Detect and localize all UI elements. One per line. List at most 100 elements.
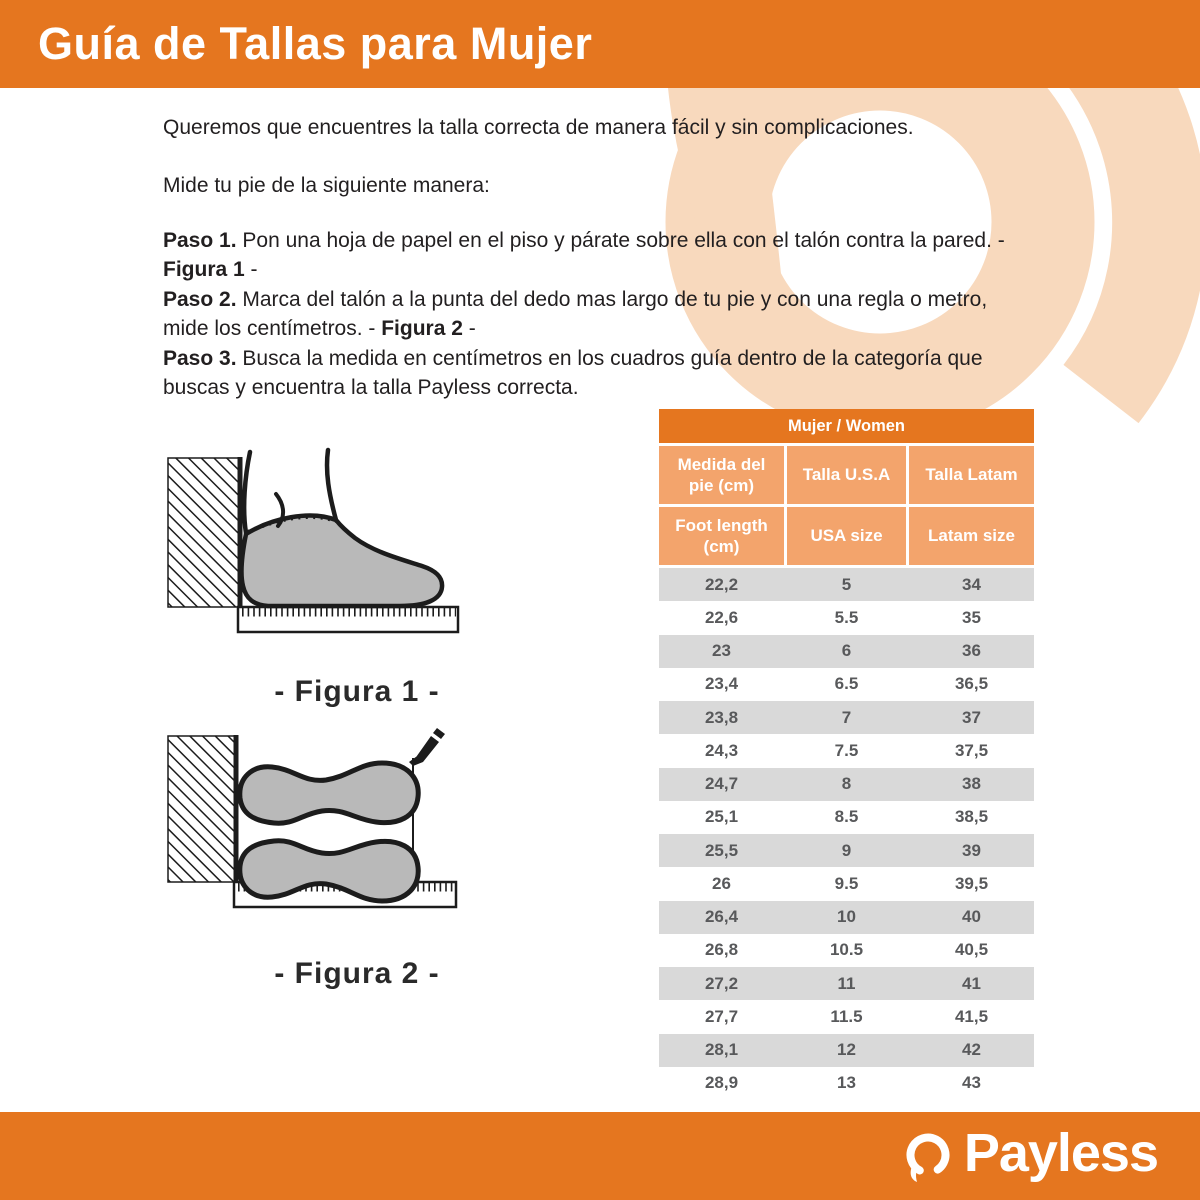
figure1-illustration [167,447,460,634]
table-cell: 36 [962,641,981,661]
table-title: Mujer / Women [659,409,1034,443]
table-row: 27,7 11.5 41,5 [659,1000,1034,1034]
table-row: 22,2 5 34 [659,568,1034,602]
table-cell: 37,5 [954,740,989,760]
table-cell: 10.5 [829,940,864,960]
content-area: Queremos que encuentres la talla correct… [0,88,1200,1112]
table-cell: 11 [837,973,856,993]
table-header: Medida del pie (cm) Talla U.S.A Talla La… [659,446,1034,565]
size-table: Mujer / Women Medida del pie (cm) Talla … [659,409,1034,1100]
col-header-latam-es: Talla Latam [909,446,1034,504]
table-body: 22,2 5 34 22,6 5.5 35 23 6 36 23,4 6.5 36,5 23,8 7 37 2… [659,568,1034,1100]
table-cell: 25,5 [704,840,739,860]
table-row: 25,5 9 39 [659,834,1034,868]
swirl-tail [668,0,792,413]
table-row: 23,8 7 37 [659,701,1034,735]
table-cell: 41 [962,973,981,993]
table-cell: 11.5 [830,1006,863,1026]
table-cell: 24,7 [704,774,739,794]
table-cell: 8 [841,774,852,794]
shin-line [324,447,339,523]
table-row: 24,3 7.5 37,5 [659,734,1034,768]
brand-lockup: Payless [902,1123,1159,1186]
table-cell: 27,2 [704,973,739,993]
step-1-figure-ref: Figura 1 [163,258,245,282]
brand-name: Payless [963,1123,1159,1183]
figure1-caption: - Figura 1 - [274,675,440,708]
table-cell: 6 [841,641,852,661]
table-cell: 42 [962,1040,981,1060]
sock-edge-ticks [247,514,337,534]
step-3: Paso 3. Busca la medida en centímetros e… [163,344,1025,403]
table-cell: 23,4 [704,674,739,694]
table-cell: 22,6 [704,607,739,627]
table-cell: 22,2 [704,574,739,594]
pencil-icon [409,736,439,766]
step-2-text: Marca del talón a la punta del dedo mas … [163,287,988,341]
step-3-label: Paso 3. [163,346,237,370]
table-cell: 41,5 [954,1006,989,1026]
footprint-bottom [237,838,421,904]
table-cell: 43 [962,1073,981,1093]
col-header-usa-es: Talla U.S.A [787,446,906,504]
step-2-figure-ref: Figura 2 [381,317,463,341]
step-2-suffix: - [462,317,476,341]
table-cell: 34 [962,574,981,594]
table-cell: 36,5 [954,674,989,694]
table-row: 27,2 11 41 [659,967,1034,1001]
step-1-label: Paso 1. [163,229,237,252]
step-2: Paso 2. Marca del talón a la punta del d… [163,285,1025,344]
table-row: 22,6 5.5 35 [659,601,1034,635]
table-row: 23 6 36 [659,634,1034,668]
table-cell: 39,5 [954,873,989,893]
ankle-crease-line [274,492,285,528]
table-cell: 6.5 [834,674,859,694]
figure2-block: - Figura 2 - [150,710,470,991]
col-header-foot-cm-es: Medida del pie (cm) [659,446,784,504]
col-header-usa-en: USA size [787,507,906,565]
table-cell: 39 [962,840,981,860]
swirl-outer-arc [946,0,1200,424]
col-header-latam-en: Latam size [909,507,1034,565]
step-1-text: Pon una hoja de papel en el piso y párat… [236,229,1005,252]
table-cell: 10 [837,907,856,927]
table-cell: 40 [962,907,981,927]
table-cell: 28,1 [704,1040,739,1060]
table-cell: 27,7 [704,1006,739,1026]
table-cell: 26,4 [704,907,739,927]
table-cell: 5.5 [834,607,859,627]
footprint-top [237,760,421,826]
table-cell: 23,8 [704,707,739,727]
figure2-illustration [167,728,458,909]
table-cell: 8.5 [834,807,859,827]
page-title: Guía de Tallas para Mujer [38,18,593,69]
payless-logo-icon [906,1133,950,1182]
logo-tail [910,1164,920,1182]
footer-bar: Payless [0,1112,1200,1200]
table-cell: 7 [841,707,852,727]
table-cell: 13 [837,1073,856,1093]
table-cell: 23 [712,641,731,661]
table-row: 23,4 6.5 36,5 [659,667,1034,701]
table-cell: 26 [712,873,731,893]
table-cell: 24,3 [704,740,739,760]
foot-shape [239,513,445,609]
measure-instruction-text: Mide tu pie de la siguiente manera: [163,174,490,197]
table-cell: 12 [837,1040,856,1060]
table-cell: 35 [962,607,981,627]
step-1-suffix: - [244,258,258,282]
table-cell: 9 [841,840,852,860]
figure1-block: - Figura 1 - [150,446,470,709]
step-2-label: Paso 2. [163,287,237,311]
wall-hatch [167,457,241,608]
table-cell: 40,5 [954,940,989,960]
table-cell: 37 [962,707,981,727]
table-cell: 28,9 [704,1073,739,1093]
pencil-eraser [433,728,445,739]
col-header-foot-cm-en: Foot length (cm) [659,507,784,565]
table-row: 24,7 8 38 [659,767,1034,801]
table-row: 26,4 10 40 [659,900,1034,934]
table-row: 28,1 12 42 [659,1033,1034,1067]
intro-text: Queremos que encuentres la talla correct… [163,116,914,139]
steps-paragraph: Paso 1. Pon una hoja de papel en el piso… [163,226,1025,402]
